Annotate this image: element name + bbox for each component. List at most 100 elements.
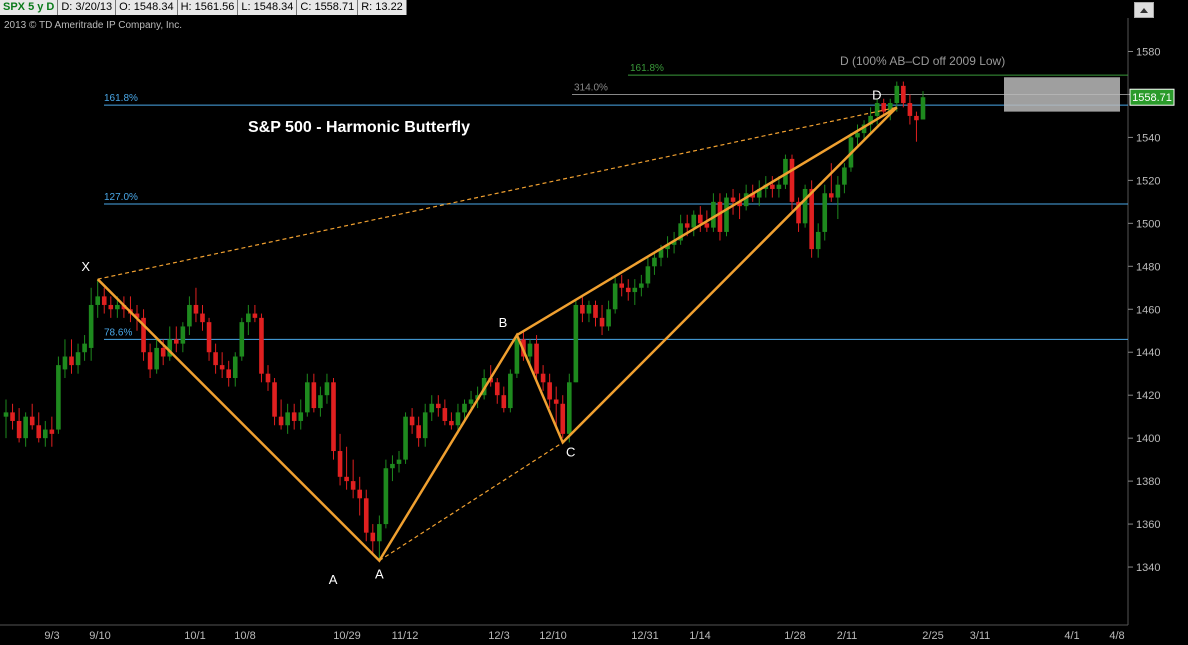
- y-tick-label: 1480: [1136, 261, 1160, 273]
- candle-body: [331, 382, 336, 452]
- candle-body: [750, 193, 755, 198]
- high-value: H: 1561.56: [177, 0, 239, 15]
- candle-body: [468, 399, 474, 404]
- extension-level-label: 314.0%: [574, 82, 608, 93]
- x-tick-label: 4/8: [1109, 630, 1124, 642]
- y-tick-label: 1500: [1136, 218, 1160, 230]
- copyright-text: 2013 © TD Ameritrade IP Company, Inc.: [4, 20, 183, 31]
- open-value: O: 1548.34: [116, 0, 178, 15]
- candle-body: [422, 412, 428, 439]
- pattern-point-label: X: [81, 259, 90, 274]
- bd-leg-line: [516, 106, 898, 337]
- candle-body: [770, 184, 775, 189]
- candle-body: [174, 339, 179, 344]
- x-tick-label: 2/25: [922, 630, 943, 642]
- candle-body: [101, 296, 107, 305]
- candle-body: [10, 412, 15, 421]
- candle-body: [318, 395, 323, 409]
- candle-body: [305, 382, 310, 413]
- harmonic-pattern-line: [96, 106, 898, 563]
- candle-body: [868, 115, 873, 125]
- candle-body: [743, 193, 749, 207]
- pattern-point-label: A: [375, 567, 384, 582]
- candle-body: [442, 408, 448, 421]
- candle-body: [69, 356, 74, 366]
- candle-body: [815, 231, 821, 250]
- candle-body: [95, 296, 100, 305]
- x-tick-label: 12/3: [488, 630, 509, 642]
- x-tick-label: 3/11: [970, 630, 991, 642]
- x-tick-label: 9/10: [89, 630, 110, 642]
- candle-body: [455, 412, 461, 426]
- candle-body: [494, 382, 500, 396]
- candle-body: [809, 188, 814, 250]
- candle-body: [363, 498, 369, 533]
- candle-body: [350, 481, 356, 490]
- expand-chart-button[interactable]: [1134, 2, 1154, 18]
- candle-body: [829, 193, 834, 198]
- candle-body: [802, 188, 808, 224]
- candle-body: [23, 416, 28, 439]
- fib-level-label: 78.6%: [104, 327, 132, 338]
- pattern-point-label: C: [566, 444, 575, 459]
- candle-body: [154, 347, 159, 370]
- candle-body: [344, 476, 349, 482]
- xd-dashed-line: [97, 106, 897, 280]
- candle-body: [756, 188, 762, 198]
- candle-body: [580, 304, 585, 314]
- d-target-label: D (100% AB–CD off 2009 Low): [840, 54, 1005, 68]
- candle-body: [639, 283, 644, 288]
- fib-level-label: 127.0%: [104, 192, 138, 203]
- current-price-tag: [1129, 88, 1175, 106]
- candle-body: [36, 425, 42, 439]
- candle-body: [776, 184, 782, 189]
- pattern-point-label: B: [499, 315, 508, 330]
- candle-body: [285, 412, 290, 426]
- candle-body: [29, 416, 35, 426]
- y-tick-label: 1520: [1136, 175, 1160, 187]
- candle-body: [632, 287, 638, 293]
- candle-body: [665, 244, 670, 250]
- candle-body: [16, 420, 22, 439]
- candle-body: [246, 313, 251, 323]
- candle-body: [717, 201, 723, 232]
- price-zone-box: [1004, 77, 1120, 112]
- candle-body: [239, 322, 245, 357]
- candle-body: [698, 214, 703, 224]
- candle-body: [606, 309, 611, 327]
- symbol-label[interactable]: SPX 5 y D: [0, 0, 59, 15]
- x-tick-label: 9/3: [44, 630, 59, 642]
- x-tick-label: 1/14: [689, 630, 710, 642]
- candle-body: [907, 103, 913, 116]
- range-value: R: 13.22: [358, 0, 407, 15]
- candle-body: [291, 412, 297, 421]
- candle-body: [501, 395, 507, 409]
- y-tick-label: 1460: [1136, 304, 1160, 316]
- candle-body: [730, 197, 736, 202]
- candle-body: [324, 382, 330, 396]
- candle-body: [56, 365, 61, 430]
- candle-body: [370, 532, 376, 542]
- y-tick-label: 1340: [1136, 562, 1160, 574]
- candle-body: [874, 103, 880, 116]
- chart-title: S&P 500 - Harmonic Butterfly: [248, 119, 470, 136]
- y-tick-label: 1360: [1136, 519, 1160, 531]
- x-tick-label: 10/29: [333, 630, 361, 642]
- candle-body: [855, 133, 860, 138]
- candle-body: [226, 369, 231, 378]
- candle-body: [108, 304, 114, 310]
- x-tick-label: 4/1: [1064, 630, 1079, 642]
- x-tick-label: 1/28: [784, 630, 805, 642]
- candle-body: [508, 373, 513, 409]
- candle-body: [567, 382, 572, 434]
- candle-body: [534, 343, 539, 374]
- candle-body: [82, 343, 87, 353]
- candle-body: [540, 373, 546, 383]
- candle-body: [115, 304, 120, 310]
- candle-body: [43, 429, 48, 439]
- candle-body: [429, 403, 435, 413]
- candle-body: [691, 214, 697, 228]
- candle-body: [436, 403, 441, 409]
- candle-body: [311, 382, 317, 409]
